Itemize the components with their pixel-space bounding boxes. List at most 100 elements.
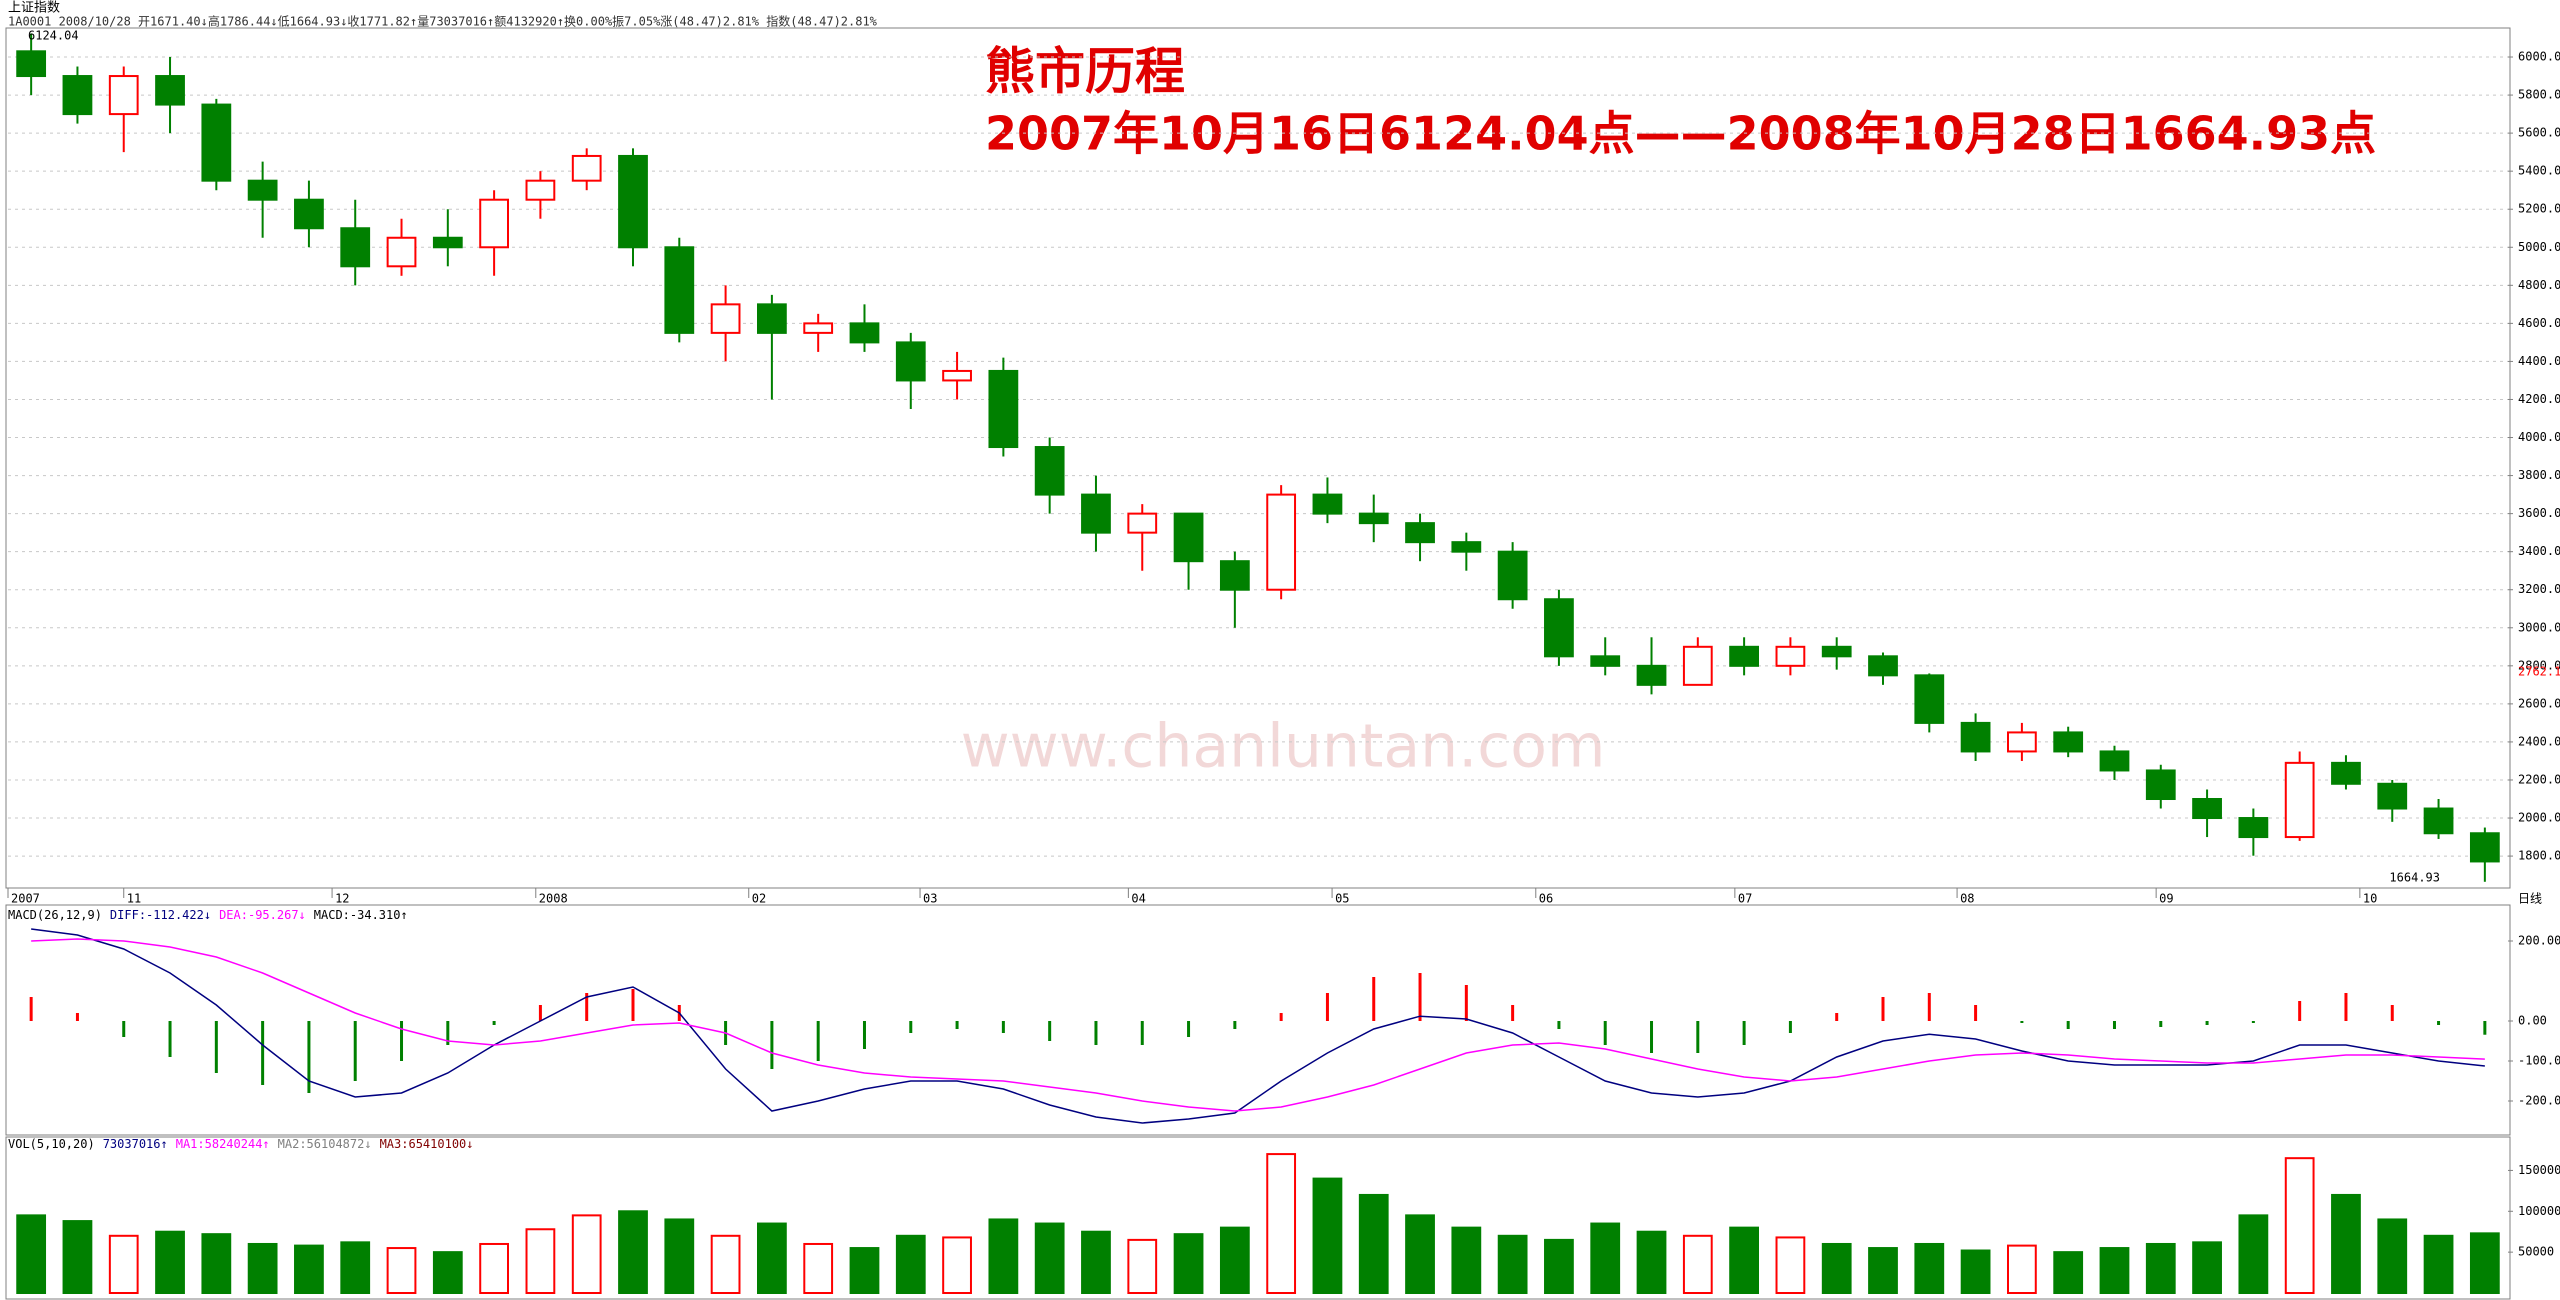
y-tick-label: -200.0 (2518, 1094, 2560, 1108)
volume-bar (2238, 1214, 2269, 1295)
candle-body (571, 154, 602, 182)
dea-line (31, 938, 2485, 1112)
candle-body (479, 198, 510, 249)
volume-bar (571, 1214, 602, 1295)
readout: MACD:-34.310↑ (314, 908, 408, 922)
volume-bar (247, 1242, 278, 1295)
low-label: 1664.93 (2389, 871, 2440, 885)
x-tick-label: 2007 (11, 892, 40, 906)
candle-body (803, 322, 834, 334)
candle-body (62, 75, 93, 116)
volume-bar (2145, 1242, 2176, 1295)
candle-body (2238, 817, 2269, 839)
candle-body (1960, 721, 1991, 753)
readout: MA3:65410100↓ (380, 1137, 474, 1151)
volume-bar (525, 1228, 556, 1294)
candle-body (2469, 832, 2500, 863)
volume-bar (1636, 1230, 1667, 1294)
volume-bar (942, 1236, 972, 1295)
volume-bar (1682, 1234, 1713, 1295)
candle-body (1914, 674, 1945, 724)
x-tick-label: 2008 (539, 892, 568, 906)
x-tick-label: 11 (127, 892, 141, 906)
candle-body (1081, 493, 1111, 534)
y-tick-label: 3000.00 (2518, 620, 2560, 634)
y-tick-label: 100000 (2518, 1204, 2560, 1218)
x-tick-label: 07 (1738, 892, 1752, 906)
x-tick-label: 12 (335, 892, 349, 906)
candle-body (1775, 645, 1806, 667)
volume-bar (2007, 1244, 2037, 1294)
y-tick-label: 5800.00 (2518, 88, 2560, 102)
volume-bar (895, 1234, 926, 1295)
volume-bar (757, 1222, 787, 1294)
volume-bar (108, 1234, 139, 1295)
y-tick-label: 2000.00 (2518, 811, 2560, 825)
volume-bar (1821, 1242, 1852, 1295)
volume-bar (62, 1220, 93, 1294)
candle-body (895, 341, 926, 382)
volume-bar (1127, 1238, 1158, 1295)
y-tick-label: 0.00 (2518, 1014, 2547, 1028)
y-tick-label: 3600.00 (2518, 506, 2560, 520)
volume-bar (1729, 1226, 1759, 1294)
candle-body (201, 103, 232, 182)
volume-bar (16, 1214, 47, 1295)
y-tick-label: 5400.00 (2518, 164, 2560, 178)
panel-name: VOL(5,10,20) (8, 1137, 95, 1151)
candle-body (386, 236, 417, 268)
y-tick-label: 3200.00 (2518, 582, 2560, 596)
volume-bar (664, 1218, 695, 1295)
candle-body (942, 369, 972, 382)
y-tick-label: 4200.00 (2518, 392, 2560, 406)
volume-bar (1544, 1238, 1574, 1295)
x-tick-label: 10 (2363, 892, 2377, 906)
candle-body (1636, 664, 1667, 686)
watermark: www.chanluntan.com (961, 712, 1606, 782)
y-tick-label: 1800.00 (2518, 849, 2560, 863)
volume-bar (2192, 1241, 2222, 1295)
x-tick-label: 04 (1131, 892, 1145, 906)
y-tick-label: 5200.00 (2518, 202, 2560, 216)
volume-bar (1312, 1177, 1343, 1294)
y-tick-label: 50000 (2518, 1245, 2554, 1259)
x-tick-label: 03 (923, 892, 937, 906)
candle-body (1312, 493, 1343, 515)
volume-bar (432, 1251, 463, 1294)
readout: DIFF:-112.422↓ (110, 908, 211, 922)
candle-body (16, 50, 47, 78)
candle-body (2377, 782, 2408, 810)
panel-name: MACD(26,12,9) (8, 908, 102, 922)
panel-title: VOL(5,10,20) 73037016↑ MA1:58240244↑ MA2:56… (8, 1137, 474, 1151)
panel-title: MACD(26,12,9) DIFF:-112.422↓ DEA:-95.267↓ M… (8, 908, 408, 922)
volume-bar (2469, 1232, 2500, 1294)
candle-body (108, 75, 139, 116)
volume-bar (1451, 1226, 1482, 1294)
readout: 73037016↑ (103, 1137, 168, 1151)
volume-bar (1590, 1222, 1621, 1294)
volume-bar (2053, 1251, 2084, 1294)
candle-body (710, 303, 741, 334)
volume-bar (1358, 1193, 1389, 1295)
volume-bar (340, 1241, 371, 1295)
candle-body (340, 227, 371, 268)
index-name: 上证指数 (8, 1, 60, 16)
y-tick-label: 4800.00 (2518, 278, 2560, 292)
readout: MA1:58240244↑ (176, 1137, 270, 1151)
candle-body (849, 322, 880, 344)
volume-panel-frame (5, 1136, 2511, 1300)
candle-body (1451, 541, 1482, 553)
annotation-title: 熊市历程 (985, 43, 1185, 101)
y-tick-label: 3400.00 (2518, 544, 2560, 558)
price-panel-frame (5, 27, 2511, 889)
candle-body (247, 179, 278, 201)
candle-body (1266, 493, 1297, 591)
y-tick-label: -100.0 (2518, 1054, 2560, 1068)
y-tick-label: 6000.00 (2518, 50, 2560, 64)
diff-line (31, 928, 2485, 1124)
volume-bar (2423, 1234, 2454, 1295)
candle-body (1173, 512, 1204, 563)
candle-body (2007, 731, 2037, 753)
macd-panel-frame (5, 904, 2511, 1136)
